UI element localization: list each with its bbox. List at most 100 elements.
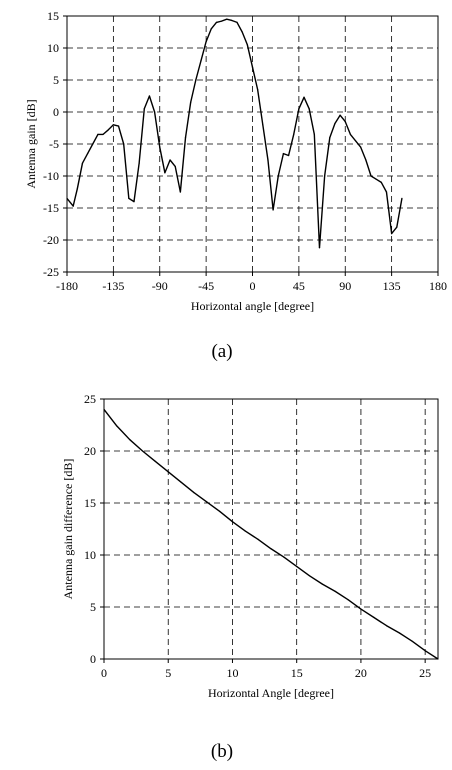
chart-a-point-37 [257, 89, 259, 91]
chart-a-caption: (a) [211, 341, 232, 362]
chart-a-point-55 [349, 133, 352, 135]
chart-b-x-axis-label: Horizontal Angle [degree] [208, 686, 334, 700]
chart-b-ytick-label-1: 5 [90, 600, 96, 614]
chart-a-ytick-label-6: 5 [53, 73, 59, 87]
chart-a-point-35 [246, 44, 248, 46]
chart-a-point-40 [272, 209, 274, 211]
chart-a-ytick-label-4: -5 [49, 137, 59, 151]
chart-a-point-32 [231, 19, 233, 22]
chart-a-point-42 [282, 153, 285, 155]
chart-a-point-26 [200, 60, 202, 62]
chart-b-point-2 [129, 438, 131, 441]
chart-a-point-13 [133, 201, 135, 203]
chart-a-point-15 [143, 108, 145, 110]
chart-a-xtick-label-4: 0 [250, 279, 256, 293]
chart-b-point-21 [373, 616, 375, 619]
chart-a-series-line [66, 18, 403, 249]
chart-a-point-18 [159, 146, 161, 148]
chart-b-ytick-label-4: 20 [84, 444, 96, 458]
chart-a-point-44 [293, 133, 295, 135]
chart-b-caption: (b) [211, 741, 233, 762]
chart-a-point-63 [391, 233, 393, 235]
chart-b-plot-frame [103, 398, 439, 660]
chart-b-point-0 [103, 408, 105, 410]
chart-a-point-19 [164, 172, 166, 174]
chart-a-xtick-label-2: -90 [152, 279, 168, 293]
chart-a-point-62 [385, 191, 388, 193]
chart-a-point-25 [195, 79, 197, 81]
chart-a-y-axis-label: Antenna gain [dB] [24, 99, 38, 188]
chart-a-point-21 [174, 165, 176, 167]
chart-b-ytick-label-2: 10 [84, 548, 96, 562]
chart-a-point-58 [365, 159, 367, 161]
chart-b-point-23 [398, 632, 401, 634]
chart-a-point-33 [236, 21, 238, 23]
chart-b-point-12 [257, 538, 259, 541]
chart-a-point-46 [303, 96, 305, 98]
chart-a-point-28 [210, 28, 212, 30]
chart-a-point-14 [138, 162, 140, 164]
chart-a-point-59 [370, 175, 372, 177]
chart-a-point-34 [241, 31, 243, 33]
chart-b-point-17 [321, 583, 323, 585]
chart-a-point-52 [334, 122, 336, 125]
chart-b-xtick-label-1: 5 [165, 666, 171, 680]
chart-a-ytick-label-3: -10 [43, 169, 59, 183]
chart-a-point-51 [329, 137, 331, 139]
chart-a-point-1 [72, 205, 74, 207]
chart-a-xtick-label-7: 135 [383, 279, 401, 293]
chart-a-xtick-label-3: -45 [198, 279, 214, 293]
chart-a-xtick-label-6: 90 [339, 279, 351, 293]
chart-b-point-8 [206, 501, 208, 503]
chart-a-xtick-label-0: -180 [56, 279, 78, 293]
chart-a-point-24 [190, 101, 192, 103]
chart-a-point-17 [153, 111, 156, 113]
chart-b-ytick-label-0: 0 [90, 652, 96, 666]
chart-b-point-24 [411, 640, 413, 642]
chart-b: 0 5 10 15 20 25 0 5 10 15 20 25 Horizontal Angle [de… [61, 392, 439, 700]
chart-b-point-10 [231, 521, 234, 523]
chart-b-point-13 [270, 548, 272, 550]
chart-a-point-36 [251, 66, 254, 68]
chart-a: -180 -135 -90 -45 0 45 90 135 180 -25 -20 -15 -10 -5 0… [24, 9, 447, 313]
chart-a-xtick-label-8: 180 [429, 279, 447, 293]
chart-a-point-57 [360, 146, 362, 148]
chart-a-point-4 [87, 153, 89, 155]
chart-a-point-5 [92, 143, 94, 145]
chart-a-point-56 [354, 140, 357, 142]
chart-a-point-38 [262, 124, 264, 126]
chart-b-point-6 [180, 481, 182, 483]
chart-a-point-50 [324, 175, 326, 177]
chart-b-point-20 [360, 608, 362, 610]
chart-a-point-61 [380, 181, 382, 183]
chart-a-point-22 [179, 191, 181, 193]
chart-a-x-axis-label: Horizontal angle [degree] [191, 299, 314, 313]
chart-a-point-29 [215, 21, 218, 23]
chart-a-point-39 [267, 159, 269, 161]
chart-b-point-14 [283, 556, 285, 558]
chart-b-xtick-label-0: 0 [101, 666, 107, 680]
chart-a-point-48 [313, 133, 315, 135]
chart-b-ytick-label-5: 25 [84, 392, 96, 406]
chart-b-point-3 [141, 450, 144, 452]
chart-a-point-11 [123, 143, 125, 145]
chart-a-ytick-label-0: -25 [43, 265, 59, 279]
chart-a-point-47 [308, 108, 310, 110]
chart-a-point-20 [169, 159, 171, 161]
chart-a-point-12 [128, 197, 130, 199]
chart-a-point-7 [102, 133, 104, 135]
chart-b-point-26 [437, 658, 439, 660]
chart-b-series-line [103, 408, 439, 660]
chart-b-point-7 [193, 492, 195, 494]
chart-b-point-16 [308, 575, 311, 577]
chart-a-point-54 [344, 121, 346, 123]
chart-a-point-45 [298, 108, 300, 110]
chart-a-point-31 [226, 18, 228, 20]
chart-b-point-19 [347, 599, 349, 601]
chart-b-point-18 [334, 590, 336, 593]
chart-a-point-9 [112, 124, 114, 126]
chart-b-y-axis-label: Antenna gain difference [dB] [61, 459, 75, 600]
chart-a-point-3 [81, 162, 84, 164]
chart-a-xtick-label-5: 45 [293, 279, 305, 293]
chart-a-point-53 [339, 114, 341, 116]
